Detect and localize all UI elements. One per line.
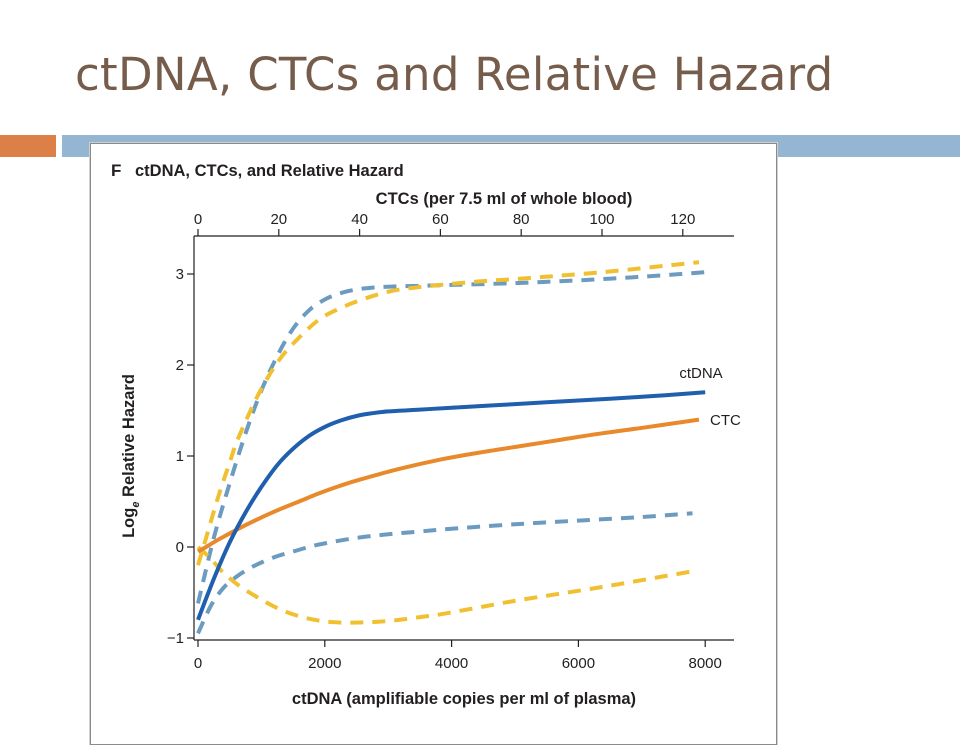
y-tick-label: 0 bbox=[176, 539, 184, 556]
y-tick-label: 1 bbox=[176, 448, 184, 465]
ctc-ci-upper-line bbox=[196, 260, 700, 566]
series-label-ctdna: ctDNA bbox=[679, 365, 722, 382]
top-tick-label: 20 bbox=[270, 211, 287, 228]
ctdna-ci-lower-line bbox=[196, 511, 693, 635]
x-tick-label: 2000 bbox=[308, 655, 341, 672]
ctc-line bbox=[196, 417, 700, 554]
top-tick-label: 40 bbox=[351, 211, 368, 228]
y-axis-label-rest: Relative Hazard bbox=[120, 374, 138, 501]
axes: 0 2000 4000 6000 8000 0 20 40 60 80 100 120 −1 0 1 2 3 bbox=[167, 211, 734, 672]
top-tick-label: 0 bbox=[194, 211, 202, 228]
chart: F ctDNA, CTCs, and Relative Hazard CTCs … bbox=[111, 161, 741, 708]
top-tick-label: 60 bbox=[432, 211, 449, 228]
x-axis-label: ctDNA (amplifiable copies per ml of plas… bbox=[292, 690, 636, 708]
series-group bbox=[196, 260, 706, 635]
y-tick-label: 2 bbox=[176, 357, 184, 374]
panel-letter: F bbox=[111, 161, 121, 180]
slide-title: ctDNA, CTCs and Relative Hazard bbox=[75, 48, 834, 101]
top-tick-label: 100 bbox=[589, 211, 614, 228]
top-tick-label: 80 bbox=[513, 211, 530, 228]
ctdna-ci-upper-line bbox=[196, 270, 706, 604]
figure-frame: F ctDNA, CTCs, and Relative Hazard CTCs … bbox=[90, 143, 777, 745]
x-tick-label: 0 bbox=[194, 655, 202, 672]
series-label-ctc: CTC bbox=[710, 412, 741, 429]
y-axis-label-main: Log bbox=[120, 508, 138, 538]
y-axis-label-sub: e bbox=[130, 502, 142, 508]
y-tick-label: −1 bbox=[167, 630, 184, 647]
chart-title: ctDNA, CTCs, and Relative Hazard bbox=[135, 162, 404, 180]
x-tick-label: 6000 bbox=[562, 655, 595, 672]
y-tick-label: 3 bbox=[176, 266, 184, 283]
ctdna-line bbox=[196, 390, 706, 621]
accent-bar-left bbox=[0, 135, 56, 157]
top-axis-label: CTCs (per 7.5 ml of whole blood) bbox=[376, 190, 633, 208]
ctc-ci-lower-line bbox=[196, 545, 692, 625]
x-tick-label: 4000 bbox=[435, 655, 468, 672]
y-axis-label: Loge Relative Hazard bbox=[120, 374, 142, 538]
x-tick-label: 8000 bbox=[689, 655, 722, 672]
series-labels: ctDNA CTC bbox=[679, 365, 741, 429]
top-tick-label: 120 bbox=[670, 211, 695, 228]
